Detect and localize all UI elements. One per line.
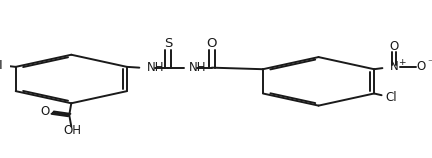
Text: S: S <box>164 36 172 50</box>
Text: NH: NH <box>147 61 164 74</box>
Text: O: O <box>389 40 399 53</box>
Text: O: O <box>41 105 50 118</box>
Text: I: I <box>0 59 3 72</box>
Text: O: O <box>206 36 217 50</box>
Text: +: + <box>398 58 405 67</box>
Text: ⁻: ⁻ <box>427 58 432 68</box>
Text: N: N <box>390 60 398 73</box>
Text: OH: OH <box>64 124 82 137</box>
Text: NH: NH <box>189 61 206 74</box>
Text: Cl: Cl <box>385 91 397 104</box>
Text: O: O <box>417 60 426 73</box>
